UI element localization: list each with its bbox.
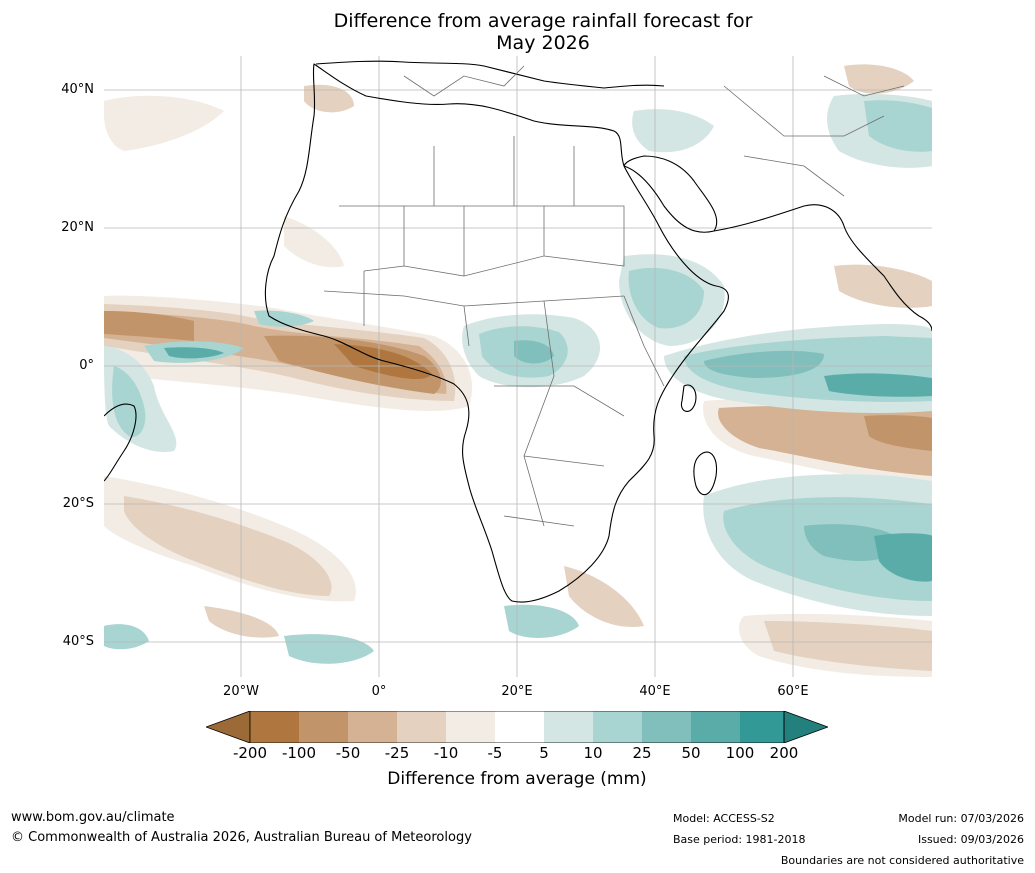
colorbar-tick: 5 — [539, 744, 549, 762]
colorbar-extend-high — [783, 711, 828, 743]
colorbar-outline — [249, 711, 785, 743]
coastlines — [104, 60, 932, 603]
lat-label-0: 0° — [79, 358, 94, 373]
footer-model-run: Model run: 07/03/2026 — [898, 812, 1024, 825]
footer-boundaries-note: Boundaries are not considered authoritat… — [780, 854, 1024, 867]
map-title-line1: Difference from average rainfall forecas… — [333, 10, 753, 32]
graticule — [104, 56, 932, 677]
colorbar-tick: 50 — [681, 744, 701, 762]
colorbar-extend-low — [206, 711, 251, 743]
colorbar-bin-10 — [691, 711, 740, 743]
lat-label-40n: 40°N — [61, 82, 94, 97]
lat-label-40s: 40°S — [62, 634, 94, 649]
colorbar-label: Difference from average (mm) — [387, 769, 647, 789]
colorbar-tick: 25 — [632, 744, 652, 762]
lat-label-20n: 20°N — [61, 220, 94, 235]
colorbar-bin-6 — [495, 711, 544, 743]
lon-label-40e: 40°E — [639, 684, 671, 699]
lon-label-20e: 20°E — [501, 684, 533, 699]
colorbar-tick: -100 — [281, 744, 317, 762]
colorbar-bin-11 — [740, 711, 784, 743]
country-borders — [323, 65, 905, 527]
colorbar-tick: 100 — [725, 744, 755, 762]
footer-url[interactable]: www.bom.gov.au/climate — [11, 810, 175, 825]
colorbar-tick: 200 — [769, 744, 799, 762]
colorbar — [206, 711, 828, 743]
colorbar-bin-9 — [642, 711, 691, 743]
colorbar-bin-4 — [397, 711, 446, 743]
colorbar-tick: 10 — [583, 744, 603, 762]
lon-label-0: 0° — [371, 684, 387, 699]
colorbar-tick: -25 — [384, 744, 410, 762]
colorbar-tick: -5 — [487, 744, 503, 762]
rainfall-anomaly-map[interactable] — [104, 56, 932, 677]
colorbar-bin-5 — [446, 711, 495, 743]
dry-anomaly-regions — [104, 64, 932, 677]
colorbar-bin-1 — [250, 711, 299, 743]
map-title-line2: May 2026 — [496, 32, 590, 54]
wet-anomaly-regions — [104, 93, 932, 664]
colorbar-bin-8 — [593, 711, 642, 743]
map-title: Difference from average rainfall forecas… — [0, 10, 1035, 54]
colorbar-bin-3 — [348, 711, 397, 743]
colorbar-bin-7 — [544, 711, 593, 743]
colorbar-bin-2 — [299, 711, 348, 743]
map-canvas — [104, 56, 932, 677]
lon-label-20w: 20°W — [223, 684, 259, 699]
colorbar-tick: -10 — [433, 744, 459, 762]
footer-issued: Issued: 09/03/2026 — [917, 833, 1024, 846]
colorbar-tick: -50 — [335, 744, 361, 762]
footer-copyright: © Commonwealth of Australia 2026, Austra… — [11, 830, 472, 845]
colorbar-tick: -200 — [232, 744, 268, 762]
lat-label-20s: 20°S — [62, 496, 94, 511]
lon-label-60e: 60°E — [777, 684, 809, 699]
footer-base-period: Base period: 1981-2018 — [673, 833, 806, 846]
footer-model: Model: ACCESS-S2 — [673, 812, 775, 825]
